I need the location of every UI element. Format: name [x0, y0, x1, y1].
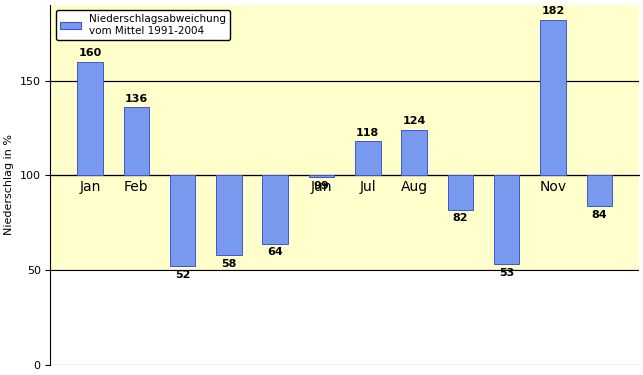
Bar — [262, 176, 288, 244]
Text: 53: 53 — [499, 268, 514, 278]
Bar — [355, 141, 381, 176]
Text: 82: 82 — [453, 213, 468, 223]
Text: 136: 136 — [125, 93, 148, 104]
Bar — [494, 176, 520, 264]
Text: 160: 160 — [78, 48, 102, 58]
Bar — [123, 107, 149, 176]
Text: 182: 182 — [541, 6, 565, 16]
Text: 58: 58 — [221, 259, 237, 269]
Bar — [401, 130, 427, 176]
Y-axis label: Niederschlag in %: Niederschlag in % — [4, 135, 14, 236]
Bar — [77, 62, 103, 176]
Bar — [586, 176, 612, 206]
Text: 99: 99 — [314, 181, 329, 191]
Bar — [170, 176, 195, 266]
Text: 52: 52 — [175, 270, 190, 280]
Bar — [448, 176, 473, 210]
Text: 118: 118 — [356, 128, 379, 138]
Bar — [216, 176, 242, 255]
Bar — [50, 270, 639, 365]
Legend: Niederschlagsabweichung
vom Mittel 1991-2004: Niederschlagsabweichung vom Mittel 1991-… — [56, 10, 230, 40]
Text: 64: 64 — [267, 248, 283, 257]
Text: 124: 124 — [403, 116, 426, 126]
Bar — [309, 176, 334, 177]
Text: 84: 84 — [592, 210, 607, 219]
Bar — [540, 20, 566, 176]
